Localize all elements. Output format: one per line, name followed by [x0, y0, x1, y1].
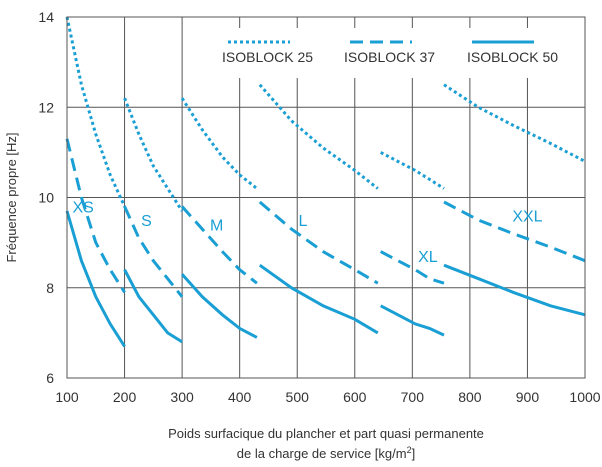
- curve-isoblock-50-xxl: [443, 263, 586, 317]
- size-label-s: S: [141, 213, 152, 230]
- curve-isoblock-37-s: [123, 205, 184, 298]
- legend-label-isoblock-25: ISOBLOCK 25: [222, 49, 313, 65]
- tick-labels: 100 200 300 400 500 600 700 800 900 1000 6 8 10 12 14: [38, 9, 600, 405]
- size-label-xxl: XXL: [512, 209, 542, 226]
- y-tick-label-12: 12: [38, 99, 54, 115]
- x-tick-label-200: 200: [113, 389, 137, 405]
- series-isoblock-50: [65, 210, 586, 348]
- plot-frame: [66, 16, 586, 379]
- curve-isoblock-37-xs: [65, 138, 126, 294]
- x-tick-label-500: 500: [286, 389, 310, 405]
- curve-isoblock-25-xs: [65, 16, 126, 208]
- y-tick-label-8: 8: [46, 280, 54, 296]
- x-tick-label-800: 800: [458, 389, 482, 405]
- y-tick-label-6: 6: [46, 370, 54, 386]
- curve-isoblock-25-xl: [380, 151, 445, 190]
- curve-isoblock-50-xl: [380, 304, 445, 337]
- legend-background: [212, 28, 582, 78]
- data-lines: [65, 16, 586, 348]
- x-tick-label-400: 400: [228, 389, 252, 405]
- x-axis-title-line-2: de la charge de service [kg/m2]: [237, 445, 415, 461]
- curve-isoblock-25-m: [180, 97, 258, 190]
- curve-isoblock-50-l: [258, 263, 379, 335]
- curve-isoblock-37-xl: [379, 250, 445, 285]
- x-tick-label-600: 600: [343, 389, 367, 405]
- curve-isoblock-37-l: [258, 200, 379, 285]
- x-axis-title-suffix: ]: [412, 446, 416, 461]
- series-isoblock-25: [65, 16, 586, 212]
- curve-isoblock-50-xs: [65, 210, 126, 348]
- y-tick-label-14: 14: [38, 9, 54, 25]
- size-label-xl: XL: [418, 249, 438, 266]
- curve-isoblock-37-m: [180, 205, 258, 285]
- x-axis-title-line-1: Poids surfacique du plancher et part qua…: [168, 426, 484, 441]
- legend-label-isoblock-50: ISOBLOCK 50: [467, 49, 558, 65]
- size-label-l: L: [299, 213, 308, 230]
- curve-isoblock-50-s: [123, 268, 183, 344]
- curve-isoblock-25-l: [258, 83, 379, 190]
- legend: ISOBLOCK 25 ISOBLOCK 37 ISOBLOCK 50: [222, 40, 558, 65]
- y-tick-label-10: 10: [38, 190, 54, 206]
- curve-isoblock-37-xxl: [443, 200, 586, 263]
- x-tick-label-900: 900: [516, 389, 540, 405]
- size-label-xs: XS: [72, 200, 93, 217]
- curve-isoblock-25-s: [123, 97, 184, 212]
- x-tick-label-300: 300: [170, 389, 194, 405]
- legend-label-isoblock-37: ISOBLOCK 37: [344, 49, 435, 65]
- x-tick-label-100: 100: [55, 389, 79, 405]
- y-axis-title: Fréquence propre [Hz]: [4, 132, 19, 262]
- x-tick-label-1000: 1000: [569, 389, 600, 405]
- curve-isoblock-50-m: [180, 273, 258, 339]
- size-labels: XS S M L XL XXL: [72, 200, 542, 267]
- series-isoblock-37: [65, 138, 586, 298]
- x-axis-title-superscript: 2: [407, 445, 412, 455]
- x-tick-label-700: 700: [401, 389, 425, 405]
- size-label-m: M: [210, 218, 223, 235]
- curve-isoblock-25-xxl: [443, 83, 586, 163]
- x-axis-title-prefix: de la charge de service [kg/m: [237, 446, 407, 461]
